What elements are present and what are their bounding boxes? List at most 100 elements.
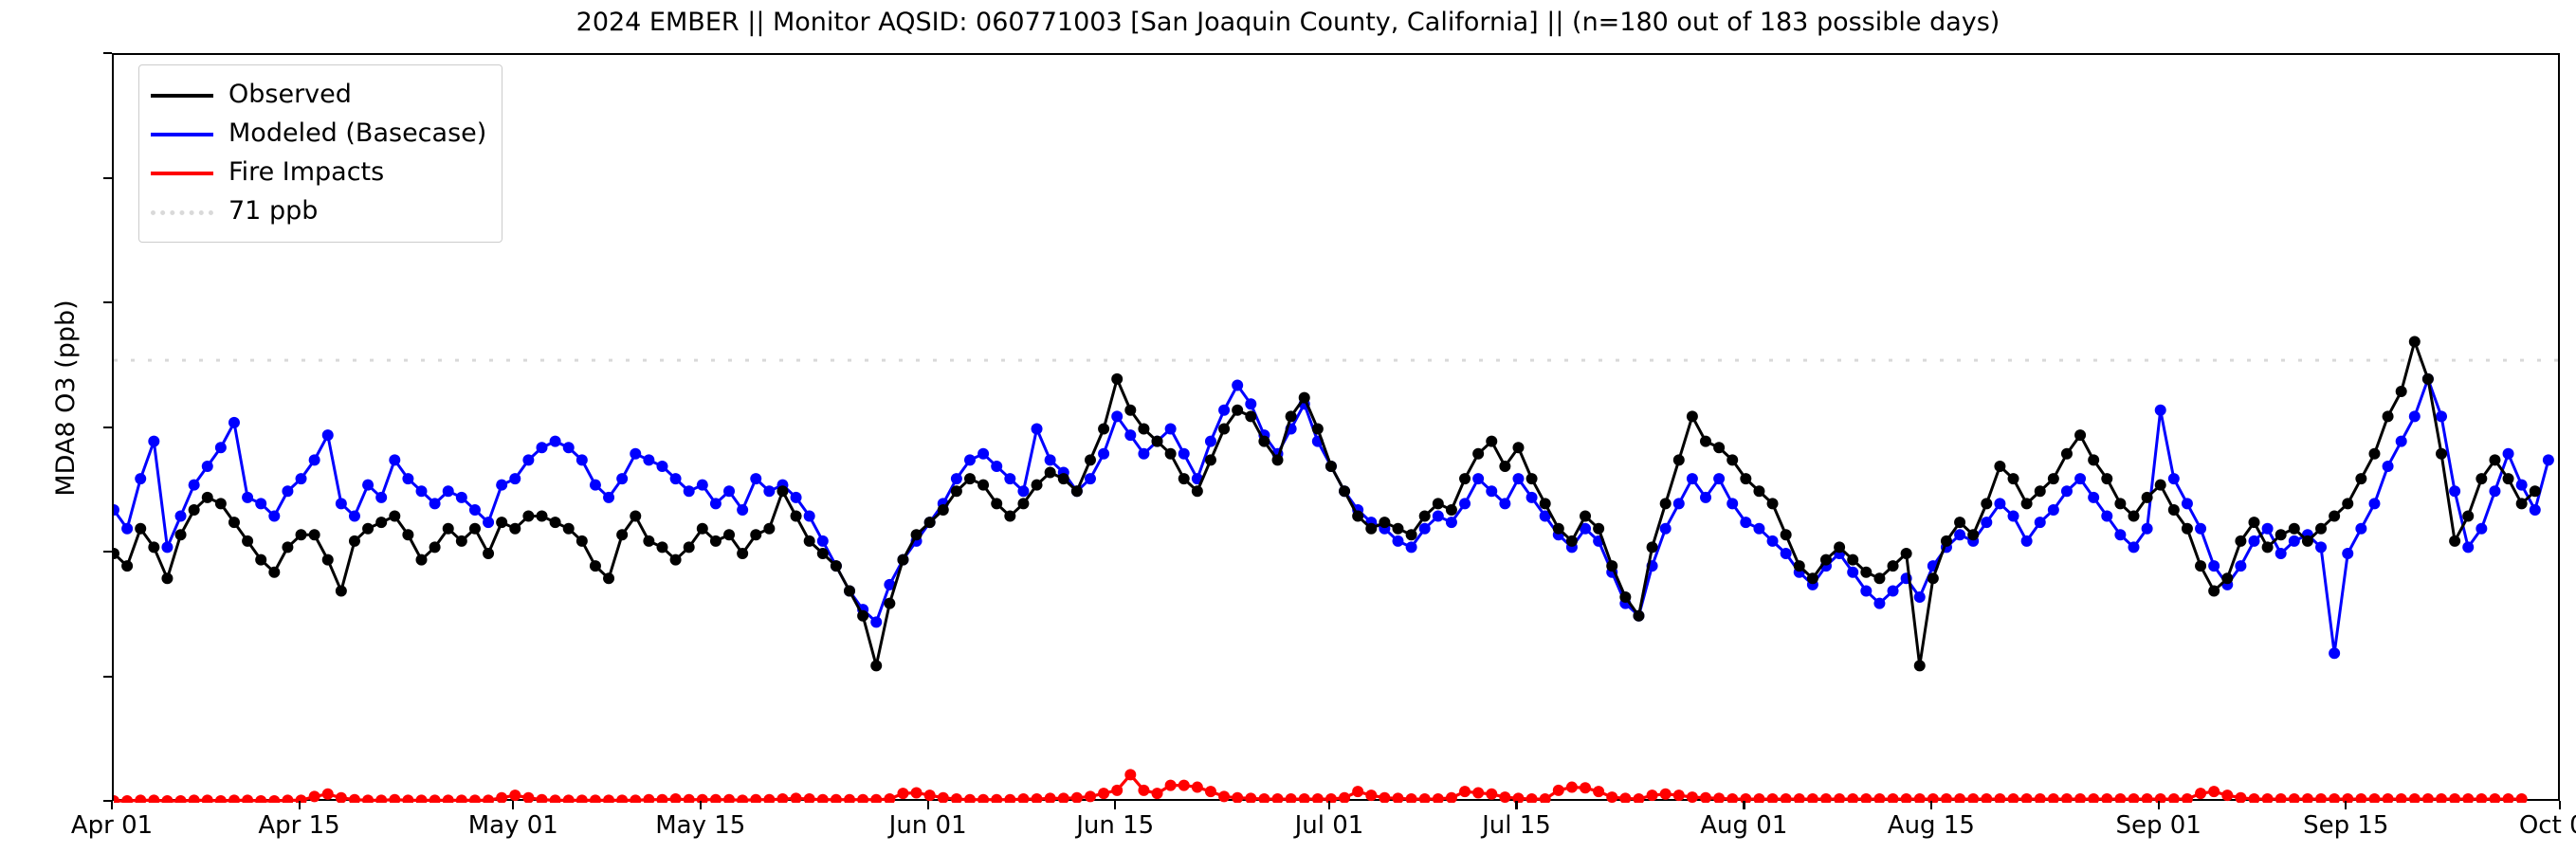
data-point xyxy=(1111,784,1124,796)
data-point xyxy=(242,794,254,803)
data-point xyxy=(2020,498,2033,510)
legend-item[interactable]: Fire Impacts xyxy=(151,153,486,191)
data-point xyxy=(268,510,281,522)
data-point xyxy=(1472,787,1485,799)
x-tick-mark xyxy=(699,801,702,809)
data-point xyxy=(415,794,428,803)
data-point xyxy=(2382,410,2394,423)
data-point xyxy=(1445,517,1457,529)
data-point xyxy=(2395,435,2407,447)
data-point xyxy=(1124,429,1137,442)
data-point xyxy=(897,554,909,566)
data-point xyxy=(1111,410,1124,423)
series-fire-impacts xyxy=(114,769,2528,803)
data-point xyxy=(1900,793,1912,803)
data-point xyxy=(483,548,495,559)
data-point xyxy=(255,498,267,510)
data-point xyxy=(923,517,936,529)
data-point xyxy=(1339,791,1351,803)
legend-item[interactable]: Observed xyxy=(151,75,486,114)
data-point xyxy=(375,517,388,529)
data-point xyxy=(2020,793,2033,803)
data-point xyxy=(1070,485,1083,498)
data-point xyxy=(1164,779,1177,791)
data-point xyxy=(228,416,240,428)
data-point xyxy=(2436,793,2448,803)
data-point xyxy=(1834,541,1846,554)
data-point xyxy=(1191,485,1203,498)
chart-legend: Observed Modeled (Basecase) Fire Impacts 71… xyxy=(138,64,503,243)
data-point xyxy=(2221,572,2234,585)
data-point xyxy=(1445,791,1457,803)
data-point xyxy=(1232,791,1244,803)
data-point xyxy=(2208,585,2220,597)
x-tick-mark xyxy=(926,801,929,809)
data-point xyxy=(1070,791,1083,803)
data-point xyxy=(816,548,829,559)
data-point xyxy=(1913,591,1926,604)
data-point xyxy=(803,510,815,522)
data-point xyxy=(870,616,883,628)
data-point xyxy=(2489,485,2501,498)
data-point xyxy=(1031,423,1043,435)
data-point xyxy=(1432,510,1444,522)
data-point xyxy=(1084,473,1096,485)
data-point xyxy=(1834,793,1846,803)
data-point xyxy=(2476,522,2488,535)
data-point xyxy=(2128,510,2140,522)
data-point xyxy=(763,485,776,498)
data-point xyxy=(1472,447,1485,460)
data-point xyxy=(2060,447,2073,460)
data-point xyxy=(669,473,682,485)
data-point xyxy=(2462,793,2475,803)
data-point xyxy=(1580,522,1592,535)
data-point xyxy=(415,485,428,498)
data-point xyxy=(963,793,976,803)
data-point xyxy=(2476,473,2488,485)
data-point xyxy=(135,522,147,535)
data-point xyxy=(2208,786,2220,798)
x-tick-label: Sep 01 xyxy=(2115,811,2201,840)
data-point xyxy=(2288,535,2300,547)
data-point xyxy=(2261,522,2274,535)
data-point xyxy=(1913,793,1926,803)
data-point xyxy=(2368,793,2381,803)
x-tick-mark xyxy=(1327,801,1331,809)
data-point xyxy=(1700,491,1712,503)
data-point xyxy=(1098,423,1110,435)
data-point xyxy=(1499,791,1511,803)
data-point xyxy=(1245,398,1257,410)
legend-item[interactable]: Modeled (Basecase) xyxy=(151,114,486,153)
data-point xyxy=(2542,454,2554,466)
data-point xyxy=(1204,435,1216,447)
data-point xyxy=(2288,522,2300,535)
data-point xyxy=(1700,435,1712,447)
data-point xyxy=(389,454,401,466)
x-tick-label: Sep 15 xyxy=(2303,811,2389,840)
data-point xyxy=(1499,498,1511,510)
data-point xyxy=(723,485,736,498)
data-point xyxy=(776,485,789,498)
data-point xyxy=(1486,485,1498,498)
data-point xyxy=(2421,793,2434,803)
data-point xyxy=(509,473,521,485)
data-point xyxy=(2088,491,2100,503)
data-point xyxy=(2101,473,2113,485)
data-point xyxy=(1819,793,1832,803)
data-point xyxy=(616,529,629,541)
data-point xyxy=(1873,793,1886,803)
data-point xyxy=(522,454,535,466)
data-point xyxy=(2395,386,2407,398)
data-point xyxy=(2355,793,2367,803)
x-tick-mark xyxy=(298,801,301,809)
data-point xyxy=(991,498,1003,510)
data-point xyxy=(2195,560,2207,572)
x-tick-label: Jun 15 xyxy=(1076,811,1155,840)
data-point xyxy=(669,554,682,566)
data-point xyxy=(1111,372,1124,385)
legend-item[interactable]: 71 ppb xyxy=(151,191,486,230)
data-point xyxy=(268,566,281,578)
data-point xyxy=(2034,793,2046,803)
data-point xyxy=(188,479,200,491)
